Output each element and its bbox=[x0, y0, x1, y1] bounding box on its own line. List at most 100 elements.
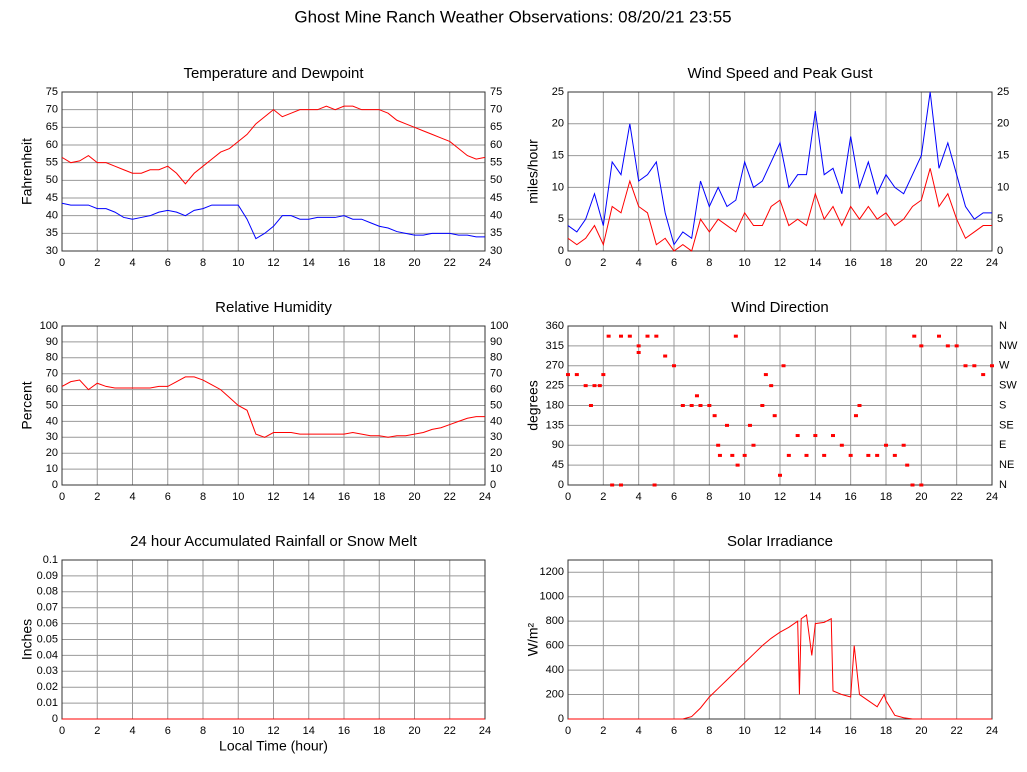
y-tick-label: 1200 bbox=[540, 566, 564, 578]
data-point bbox=[606, 334, 611, 338]
y-tick-label-right: 55 bbox=[490, 157, 502, 169]
x-tick-label: 22 bbox=[444, 257, 456, 269]
data-point bbox=[645, 334, 650, 338]
data-point bbox=[610, 483, 615, 487]
x-tick-label: 8 bbox=[706, 491, 712, 503]
data-point bbox=[905, 463, 910, 467]
y-tick-label-right: 80 bbox=[490, 352, 502, 364]
y-tick-label: 360 bbox=[546, 320, 564, 332]
y2-tick-label: SE bbox=[999, 419, 1014, 431]
y-tick-label: 75 bbox=[46, 86, 58, 98]
plot-frame bbox=[567, 91, 993, 252]
data-point bbox=[652, 483, 657, 487]
data-point bbox=[945, 344, 950, 348]
x-tick-label: 8 bbox=[706, 257, 712, 269]
data-point bbox=[730, 453, 735, 457]
data-point bbox=[981, 373, 986, 377]
y-tick-label: 0.04 bbox=[37, 649, 58, 661]
x-tick-label: 20 bbox=[408, 491, 420, 503]
data-point bbox=[698, 404, 703, 407]
chart-title: Solar Irradiance bbox=[727, 533, 833, 550]
data-point bbox=[619, 334, 623, 338]
x-tick-label: 14 bbox=[303, 491, 315, 503]
plot-frame bbox=[61, 325, 486, 486]
data-point bbox=[772, 414, 777, 418]
data-point bbox=[588, 404, 593, 407]
x-tick-label: 0 bbox=[59, 725, 65, 737]
y-tick-label-right: 10 bbox=[997, 181, 1009, 193]
data-point bbox=[751, 443, 756, 447]
x-tick-label: 16 bbox=[338, 257, 350, 269]
y-tick-label: 180 bbox=[546, 399, 564, 411]
x-tick-label: 0 bbox=[59, 491, 65, 503]
data-point bbox=[963, 364, 968, 368]
data-point bbox=[742, 453, 747, 457]
data-point bbox=[892, 453, 897, 457]
data-point bbox=[763, 373, 768, 377]
y-axis-label: Fahrenheit bbox=[19, 138, 35, 205]
data-point bbox=[601, 373, 606, 377]
y-tick-label: 0 bbox=[52, 713, 58, 725]
x-tick-label: 12 bbox=[267, 725, 279, 737]
chart-title: Wind Direction bbox=[731, 299, 829, 316]
data-point bbox=[781, 364, 786, 368]
data-point bbox=[786, 453, 791, 457]
y-tick-label-right: 90 bbox=[490, 336, 502, 348]
data-point bbox=[990, 364, 994, 368]
y-axis-label: miles/hour bbox=[525, 139, 541, 204]
y-tick-label: 10 bbox=[552, 181, 564, 193]
data-point bbox=[663, 354, 668, 358]
data-point bbox=[857, 404, 862, 407]
x-tick-label: 12 bbox=[774, 491, 786, 503]
y-tick-label-right: 60 bbox=[490, 384, 502, 396]
x-tick-label: 8 bbox=[200, 491, 206, 503]
x-tick-label: 14 bbox=[303, 257, 315, 269]
data-point bbox=[910, 483, 915, 487]
chart-title: Temperature and Dewpoint bbox=[183, 65, 364, 82]
data-line bbox=[567, 168, 992, 252]
y-tick-label: 400 bbox=[546, 664, 564, 676]
y-tick-label: 0 bbox=[558, 245, 564, 257]
y-tick-label-right: 100 bbox=[490, 320, 508, 332]
x-axis-label: Local Time (hour) bbox=[219, 738, 328, 754]
y-tick-label-right: 30 bbox=[490, 431, 502, 443]
x-tick-label: 16 bbox=[845, 257, 857, 269]
y-tick-label: 0 bbox=[558, 713, 564, 725]
x-tick-label: 6 bbox=[165, 257, 171, 269]
x-tick-label: 16 bbox=[338, 725, 350, 737]
y-tick-label-right: 50 bbox=[490, 399, 502, 411]
y2-tick-label: NE bbox=[999, 459, 1014, 471]
plot-frame bbox=[61, 91, 486, 252]
data-point bbox=[884, 443, 888, 447]
y-tick-label: 315 bbox=[546, 340, 564, 352]
y-tick-label-right: 60 bbox=[490, 139, 502, 151]
y-tick-label: 90 bbox=[46, 336, 58, 348]
data-point bbox=[717, 453, 722, 457]
y-tick-label: 50 bbox=[46, 174, 58, 186]
plot-frame bbox=[567, 559, 993, 720]
x-tick-label: 20 bbox=[408, 257, 420, 269]
data-point bbox=[583, 384, 588, 388]
chart-title: Relative Humidity bbox=[215, 299, 332, 316]
chart-title: 24 hour Accumulated Rainfall or Snow Mel… bbox=[130, 533, 418, 550]
data-line bbox=[567, 91, 992, 246]
y-tick-label: 50 bbox=[46, 399, 58, 411]
x-tick-label: 4 bbox=[129, 725, 135, 737]
y-axis-label: Percent bbox=[19, 381, 35, 429]
y-axis-label: W/m² bbox=[525, 622, 541, 656]
x-tick-label: 0 bbox=[565, 725, 571, 737]
x-tick-label: 6 bbox=[671, 491, 677, 503]
y-tick-label: 10 bbox=[46, 463, 58, 475]
y-tick-label: 0.03 bbox=[37, 665, 58, 677]
y-tick-label: 800 bbox=[546, 615, 564, 627]
x-tick-label: 16 bbox=[845, 491, 857, 503]
data-point bbox=[778, 473, 782, 477]
data-point bbox=[769, 384, 774, 388]
x-tick-label: 12 bbox=[774, 257, 786, 269]
y-tick-label: 55 bbox=[46, 157, 58, 169]
y-tick-label-right: 75 bbox=[490, 86, 502, 98]
y-tick-label-right: 25 bbox=[997, 86, 1009, 98]
data-point bbox=[680, 404, 685, 407]
x-tick-label: 6 bbox=[671, 257, 677, 269]
y2-tick-label: S bbox=[999, 399, 1006, 411]
